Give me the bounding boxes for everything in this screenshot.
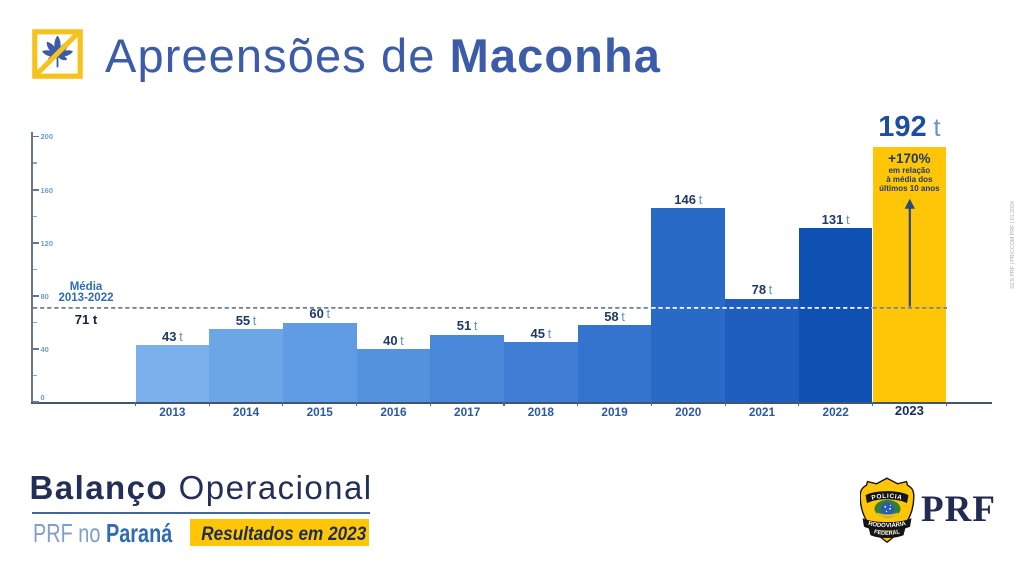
svg-text:RODOVIÁRIA: RODOVIÁRIA [867,521,907,529]
svg-text:POLICIA: POLICIA [871,493,903,502]
svg-text:SCS PRF | PR/CCOM PRF | 01.202: SCS PRF | PR/CCOM PRF | 01.2024 [1010,201,1016,289]
svg-text:FEDERAL: FEDERAL [873,529,901,537]
